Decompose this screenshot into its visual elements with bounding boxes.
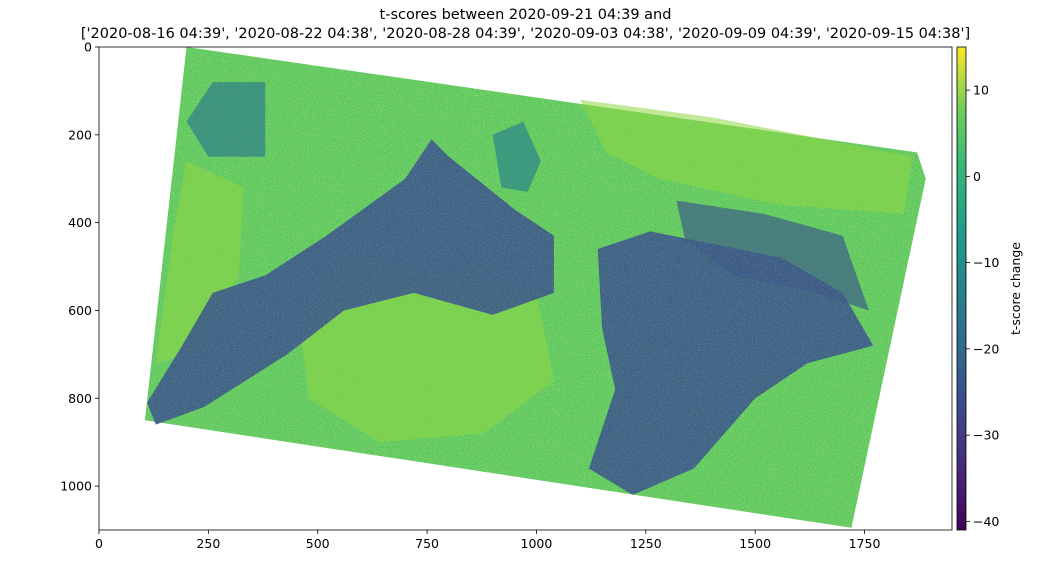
x-tick-label-500: 500 <box>306 536 330 551</box>
x-tick-label-250: 250 <box>196 536 220 551</box>
chart-title-line-1: t-scores between 2020-09-21 04:39 and <box>379 7 672 23</box>
colorbar-tick-label--10: −10 <box>973 255 999 270</box>
colorbar-label: t-score change <box>1008 242 1023 335</box>
x-tick-label-1250: 1250 <box>630 536 662 551</box>
high-value-region-2 <box>580 99 913 214</box>
y-tick-label-600: 600 <box>68 303 92 318</box>
low-value-region-3 <box>186 82 266 157</box>
x-tick-label-1000: 1000 <box>521 536 553 551</box>
colorbar <box>956 46 967 531</box>
y-tick-label-800: 800 <box>68 391 92 406</box>
high-value-region-0 <box>155 161 244 364</box>
x-tick-label-0: 0 <box>95 536 103 551</box>
y-tick-label-200: 200 <box>68 127 92 142</box>
chart-title-line-2: ['2020-08-16 04:39', '2020-08-22 04:38',… <box>80 26 971 42</box>
colorbar-tick-label-10: 10 <box>973 83 989 98</box>
colorbar-tick-label-0: 0 <box>973 169 981 184</box>
low-value-texture-0 <box>147 139 554 425</box>
colorbar-tick-label--40: −40 <box>973 514 999 529</box>
y-tick-label-400: 400 <box>68 215 92 230</box>
x-tick-label-1500: 1500 <box>739 536 771 551</box>
y-tick-label-0: 0 <box>84 40 92 55</box>
x-tick-label-1750: 1750 <box>849 536 881 551</box>
low-value-texture-1 <box>588 231 874 495</box>
low-value-region-2 <box>492 121 541 192</box>
x-tick-label-750: 750 <box>415 536 439 551</box>
axes-frame <box>98 46 953 531</box>
y-tick-label-1000: 1000 <box>60 479 92 494</box>
colorbar-tick-label--30: −30 <box>973 428 999 443</box>
colorbar-tick-label--20: −20 <box>973 341 999 356</box>
